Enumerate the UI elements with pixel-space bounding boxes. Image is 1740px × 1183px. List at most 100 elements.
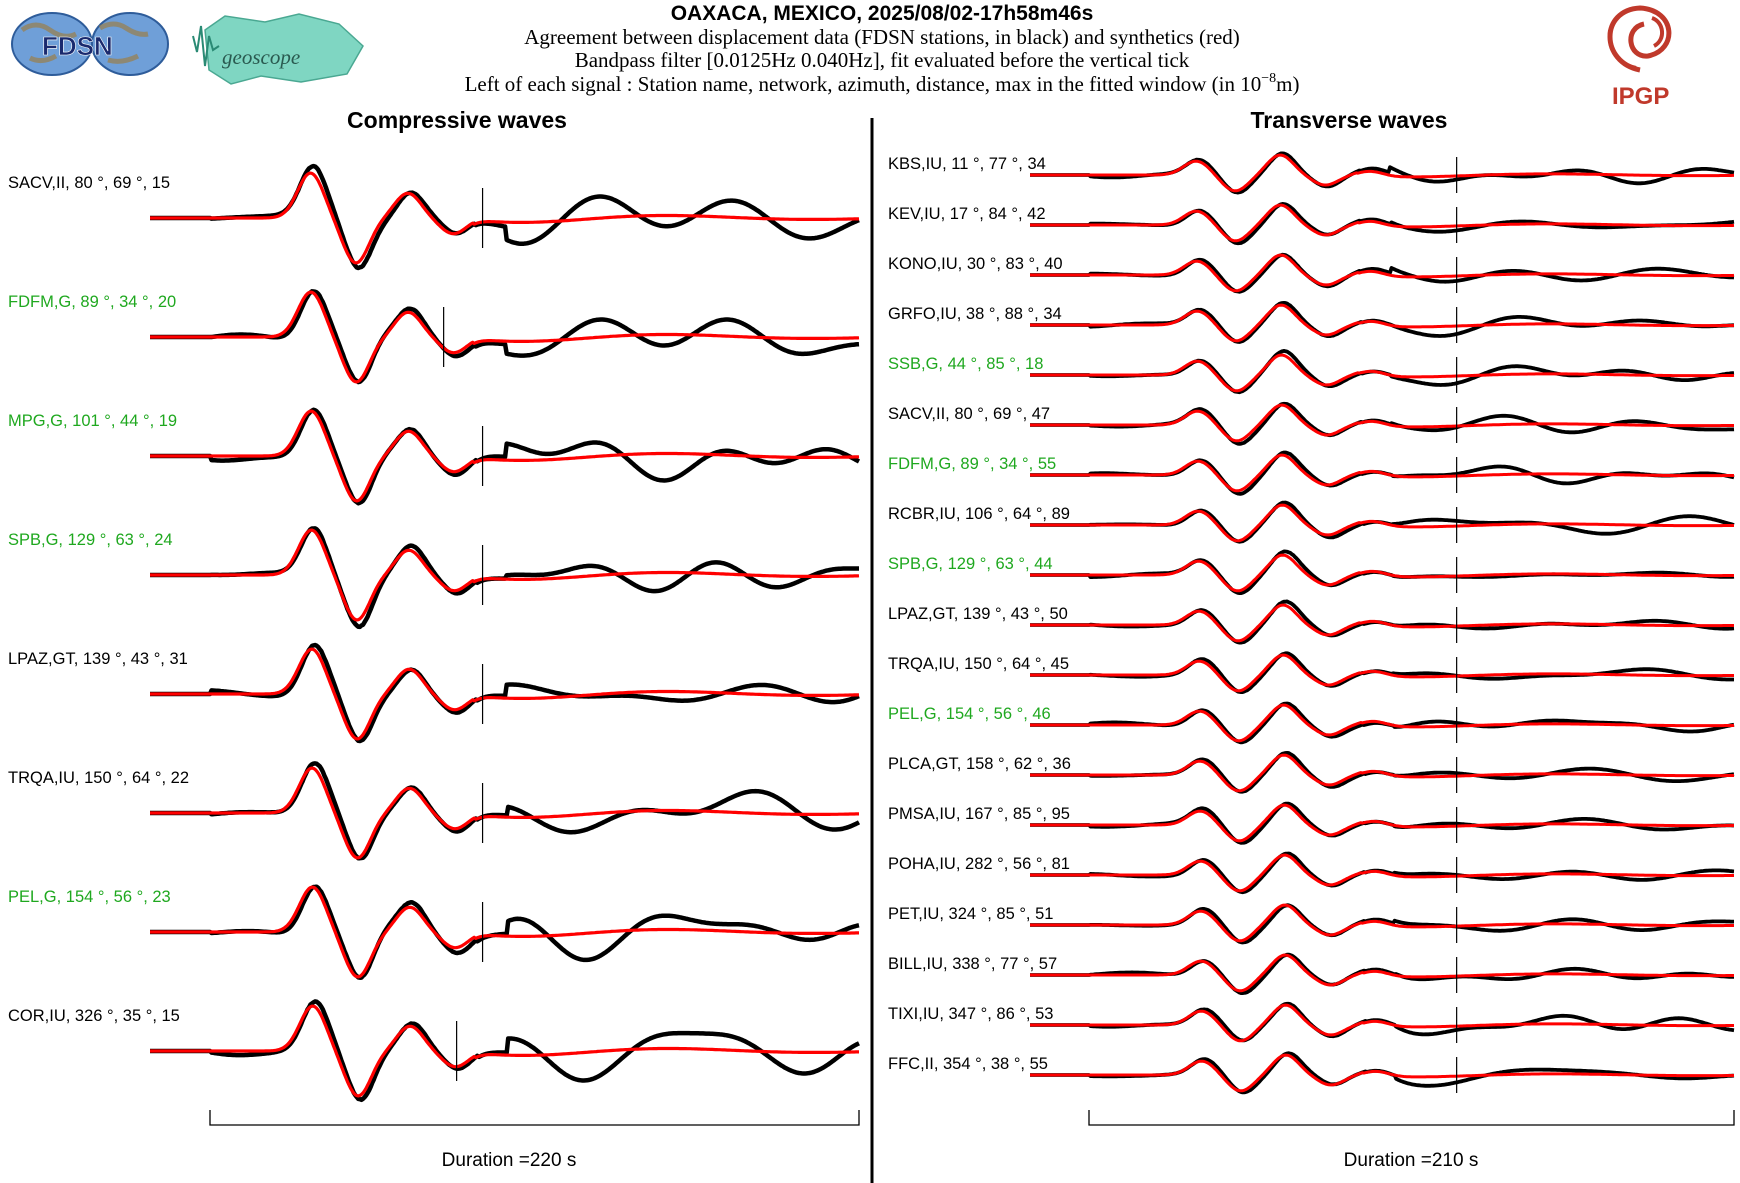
trace-s-sacv: SACV,II, 80 °, 69 °, 47 (888, 401, 1735, 446)
trace-p-pel: PEL,G, 154 °, 56 °, 23 (8, 884, 860, 980)
station-label: LPAZ,GT, 139 °, 43 °, 31 (8, 650, 188, 668)
synthetic-trace (150, 647, 860, 741)
station-label: PEL,G, 154 °, 56 °, 46 (888, 705, 1051, 723)
station-label: SSB,G, 44 °, 85 °, 18 (888, 355, 1043, 373)
figure-title: OAXACA, MEXICO, 2025/08/02-17h58m46s (671, 2, 1094, 25)
synthetic-trace (1030, 603, 1734, 643)
trace-s-kbs: KBS,IU, 11 °, 77 °, 34 (888, 151, 1735, 195)
synthetic-trace (150, 766, 860, 860)
synthetic-trace (150, 409, 860, 503)
synthetic-trace (1030, 853, 1734, 893)
station-label: GRFO,IU, 38 °, 88 °, 34 (888, 305, 1062, 323)
trace-p-trqa: TRQA,IU, 150 °, 64 °, 22 (8, 761, 861, 861)
station-label: TRQA,IU, 150 °, 64 °, 45 (888, 655, 1069, 673)
trace-p-sacv: SACV,II, 80 °, 69 °, 15 (8, 163, 860, 271)
figure-subtitle-line2: Bandpass filter [0.0125Hz 0.040Hz], fit … (575, 48, 1190, 72)
station-label: PLCA,GT, 158 °, 62 °, 36 (888, 755, 1071, 773)
station-label: TRQA,IU, 150 °, 64 °, 22 (8, 769, 189, 787)
subtitle-line3-prefix: Left of each signal : Station name, netw… (465, 72, 1262, 96)
data-trace (150, 884, 860, 980)
synthetic-trace (1030, 653, 1734, 693)
station-label: SPB,G, 129 °, 63 °, 24 (8, 531, 173, 549)
synthetic-trace (1030, 153, 1734, 193)
transverse-panel-title: Transverse waves (1251, 107, 1448, 133)
data-trace (150, 526, 860, 630)
trace-s-pmsa: PMSA,IU, 167 °, 85 °, 95 (888, 801, 1735, 845)
subtitle-line3-suffix: m) (1276, 72, 1299, 96)
trace-p-mpg: MPG,G, 101 °, 44 °, 19 (8, 407, 861, 506)
synthetic-trace (150, 171, 860, 265)
transverse-duration-bar (1088, 1110, 1735, 1126)
station-label: POHA,IU, 282 °, 56 °, 81 (888, 855, 1070, 873)
synthetic-trace (1030, 253, 1735, 293)
trace-p-cor: COR,IU, 326 °, 35 °, 15 (8, 999, 860, 1103)
trace-p-fdfm: FDFM,G, 89 °, 34 °, 20 (8, 289, 860, 385)
trace-s-fdfm: FDFM,G, 89 °, 34 °, 55 (888, 450, 1735, 496)
synthetic-trace (1030, 903, 1734, 943)
trace-s-plca: PLCA,GT, 158 °, 62 °, 36 (888, 751, 1735, 794)
station-label: MPG,G, 101 °, 44 °, 19 (8, 412, 177, 430)
synthetic-trace (1030, 703, 1734, 743)
data-trace (150, 761, 861, 861)
synthetic-trace (1030, 353, 1735, 393)
figure-subtitle-line3: Left of each signal : Station name, netw… (465, 71, 1300, 96)
station-label: RCBR,IU, 106 °, 64 °, 89 (888, 505, 1070, 523)
data-trace (150, 999, 860, 1103)
fdsn-logo: FDSN (11, 12, 169, 76)
trace-s-spb: SPB,G, 129 °, 63 °, 44 (888, 549, 1735, 595)
station-label: FFC,II, 354 °, 38 °, 55 (888, 1055, 1048, 1073)
geoscope-logo-text: geoscope (222, 45, 300, 69)
station-label: PMSA,IU, 167 °, 85 °, 95 (888, 805, 1070, 823)
station-label: SPB,G, 129 °, 63 °, 44 (888, 555, 1053, 573)
station-label: TIXI,IU, 347 °, 86 °, 53 (888, 1005, 1053, 1023)
station-label: KONO,IU, 30 °, 83 °, 40 (888, 255, 1063, 273)
compressive-duration-bar (209, 1110, 860, 1126)
compressive-traces: SACV,II, 80 °, 69 °, 15 FDFM,G, 89 °, 34 … (8, 163, 861, 1103)
trace-s-tixi: TIXI,IU, 347 °, 86 °, 53 (888, 1001, 1735, 1043)
synthetic-trace (150, 528, 860, 622)
data-trace (150, 163, 860, 271)
trace-s-grfo: GRFO,IU, 38 °, 88 °, 34 (888, 300, 1735, 344)
trace-s-pel: PEL,G, 154 °, 56 °, 46 (888, 701, 1735, 745)
station-label: FDFM,G, 89 °, 34 °, 20 (8, 293, 176, 311)
trace-s-trqa: TRQA,IU, 150 °, 64 °, 45 (888, 651, 1735, 694)
synthetic-trace (1030, 1003, 1734, 1043)
trace-p-spb: SPB,G, 129 °, 63 °, 24 (8, 526, 860, 630)
trace-s-kono: KONO,IU, 30 °, 83 °, 40 (888, 252, 1735, 294)
trace-s-rcbr: RCBR,IU, 106 °, 64 °, 89 (888, 500, 1735, 544)
transverse-traces: KBS,IU, 11 °, 77 °, 34 KEV,IU, 17 °, 84 °… (888, 151, 1735, 1095)
station-label: BILL,IU, 338 °, 77 °, 57 (888, 955, 1057, 973)
station-label: FDFM,G, 89 °, 34 °, 55 (888, 455, 1056, 473)
synthetic-trace (1030, 303, 1735, 343)
ipgp-logo-text: IPGP (1612, 83, 1669, 110)
compressive-duration-label: Duration =220 s (442, 1150, 577, 1171)
data-trace (150, 289, 860, 385)
compressive-panel-title: Compressive waves (347, 107, 567, 133)
data-trace (150, 642, 860, 744)
station-label: COR,IU, 326 °, 35 °, 15 (8, 1007, 180, 1025)
station-label: SACV,II, 80 °, 69 °, 47 (888, 405, 1050, 423)
trace-s-kev: KEV,IU, 17 °, 84 °, 42 (888, 201, 1735, 246)
synthetic-trace (150, 885, 860, 979)
synthetic-trace (1030, 503, 1734, 543)
trace-s-bill: BILL,IU, 338 °, 77 °, 57 (888, 952, 1735, 995)
station-label: KEV,IU, 17 °, 84 °, 42 (888, 205, 1046, 223)
station-label: LPAZ,GT, 139 °, 43 °, 50 (888, 605, 1068, 623)
geoscope-logo: geoscope (192, 13, 364, 85)
synthetic-trace (1030, 1053, 1734, 1093)
trace-s-ssb: SSB,G, 44 °, 85 °, 18 (888, 348, 1735, 395)
synthetic-trace (1030, 553, 1734, 593)
synthetic-trace (150, 290, 860, 384)
trace-s-lpaz: LPAZ,GT, 139 °, 43 °, 50 (888, 599, 1735, 645)
station-label: KBS,IU, 11 °, 77 °, 34 (888, 155, 1046, 173)
figure-subtitle-line1: Agreement between displacement data (FDS… (524, 25, 1240, 49)
synthetic-trace (1030, 453, 1734, 493)
trace-p-lpaz: LPAZ,GT, 139 °, 43 °, 31 (8, 642, 860, 744)
subtitle-line3-exponent: −8 (1261, 71, 1276, 86)
synthetic-trace (1030, 953, 1734, 993)
station-label: PEL,G, 154 °, 56 °, 23 (8, 888, 171, 906)
synthetic-trace (1030, 803, 1734, 843)
synthetic-trace (150, 1004, 860, 1098)
fdsn-logo-text: FDSN (42, 31, 113, 61)
